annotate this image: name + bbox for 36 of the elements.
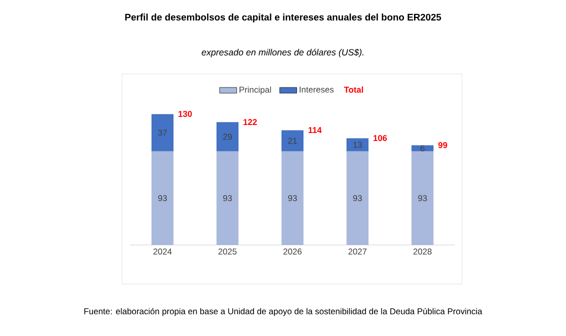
x-tick-label: 2024 — [153, 248, 172, 255]
total-label: 122 — [244, 119, 257, 125]
bar — [282, 151, 304, 245]
legend-label: Intereses — [300, 86, 334, 93]
data-label: 93 — [223, 195, 232, 202]
data-label: 93 — [158, 195, 167, 202]
data-label: 93 — [353, 195, 362, 202]
bar — [152, 151, 174, 245]
x-tick-label: 2026 — [283, 248, 302, 255]
data-label: 93 — [288, 195, 297, 202]
chart-subtitle: expresado en millones de dólares (US$). — [202, 48, 364, 58]
text: Total — [344, 86, 363, 93]
data-label: 37 — [158, 130, 167, 136]
data-label: 13 — [353, 142, 362, 148]
x-tick-label: 2027 — [348, 248, 367, 255]
bar — [152, 114, 174, 152]
bar — [411, 145, 434, 152]
bar — [216, 151, 238, 245]
legend-label: Principal — [240, 86, 271, 94]
bar — [346, 138, 368, 152]
bar — [216, 122, 238, 152]
x-tick-label: 2028 — [413, 248, 432, 255]
total-label: 99 — [438, 142, 448, 148]
x-tick-label: 2025 — [218, 248, 237, 255]
data-label: 6 — [420, 145, 424, 152]
chart-title: Perfil de desembolsos de capital e intereses anuales del bono ER2025 — [125, 14, 442, 22]
data-label: 93 — [418, 195, 427, 202]
total-label: 130 — [178, 110, 192, 117]
data-label: 29 — [223, 134, 232, 140]
bar — [346, 151, 368, 245]
data-label: 21 — [288, 138, 297, 144]
total-label: 106 — [374, 135, 387, 142]
total-label: 114 — [308, 127, 322, 134]
bar — [411, 151, 434, 245]
source-note: Fuente: elaboración propia en base a Unidad de apoyo de la sostenibilidad de la Deuda Pública Provincia — [84, 308, 482, 316]
bar — [282, 130, 304, 152]
